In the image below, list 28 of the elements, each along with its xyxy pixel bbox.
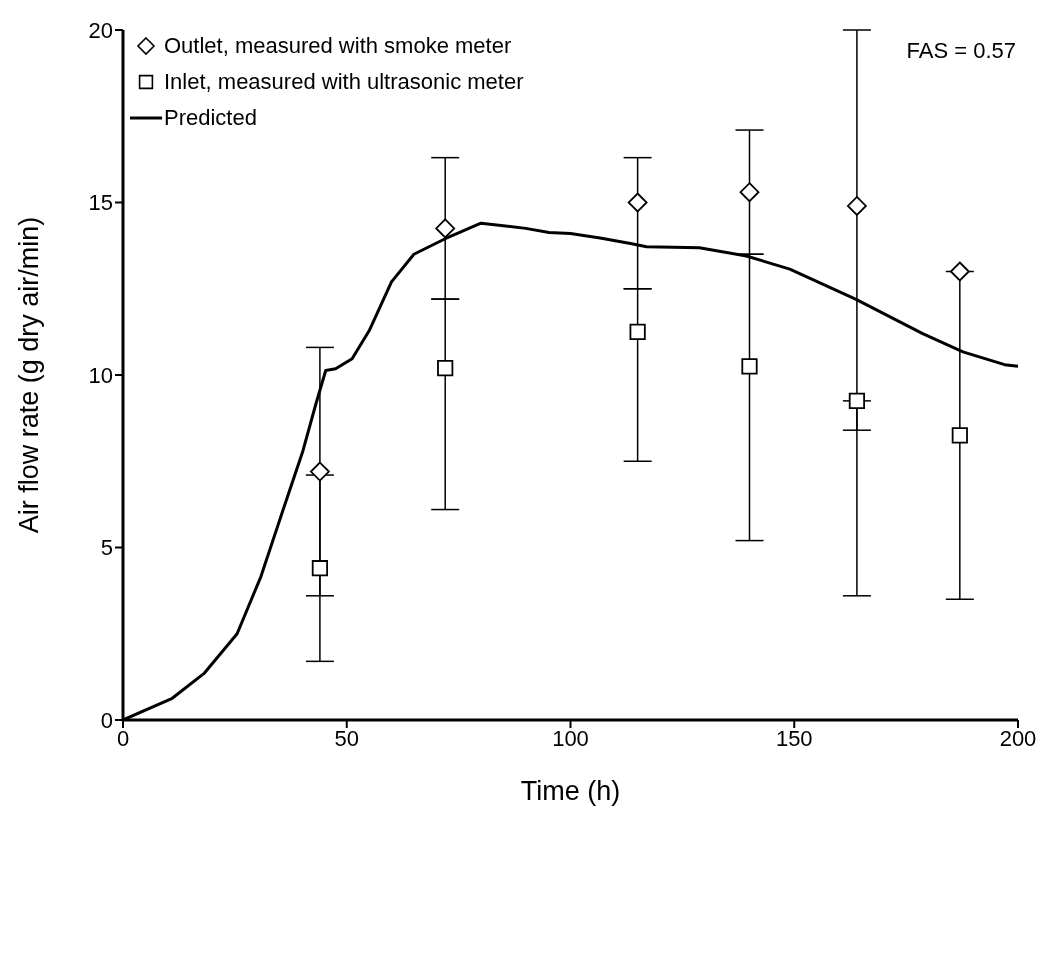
x-tick-label: 100 xyxy=(552,725,589,751)
point xyxy=(437,360,454,377)
legend-label: Inlet, measured with ultrasonic meter xyxy=(164,68,524,96)
x-tick-label: 0 xyxy=(116,725,130,751)
point xyxy=(310,461,330,482)
legend-label: Predicted xyxy=(164,104,257,132)
point xyxy=(311,560,328,577)
y-tick-label: 10 xyxy=(88,362,113,388)
point xyxy=(739,182,760,203)
y-tick-label: 15 xyxy=(88,190,113,216)
x-tick-label: 50 xyxy=(334,725,359,751)
y-tick-label: 0 xyxy=(100,707,113,733)
y-axis-title: Air flow rate (g dry air/min) xyxy=(13,216,44,534)
point xyxy=(949,261,970,282)
point xyxy=(848,392,865,409)
legend-label: Outlet, measured with smoke meter xyxy=(164,32,512,60)
x-axis-title: Time (h) xyxy=(520,776,621,806)
annotation: FAS = 0.57 xyxy=(906,38,1016,64)
point xyxy=(435,218,456,239)
y-tick-label: 5 xyxy=(100,535,113,561)
point xyxy=(629,323,646,340)
x-tick-label: 200 xyxy=(999,725,1037,751)
point xyxy=(741,358,758,375)
x-tick-label: 150 xyxy=(775,725,813,751)
point xyxy=(951,427,968,444)
y-tick-label: 20 xyxy=(88,17,113,43)
point xyxy=(847,196,867,216)
point xyxy=(627,192,648,213)
